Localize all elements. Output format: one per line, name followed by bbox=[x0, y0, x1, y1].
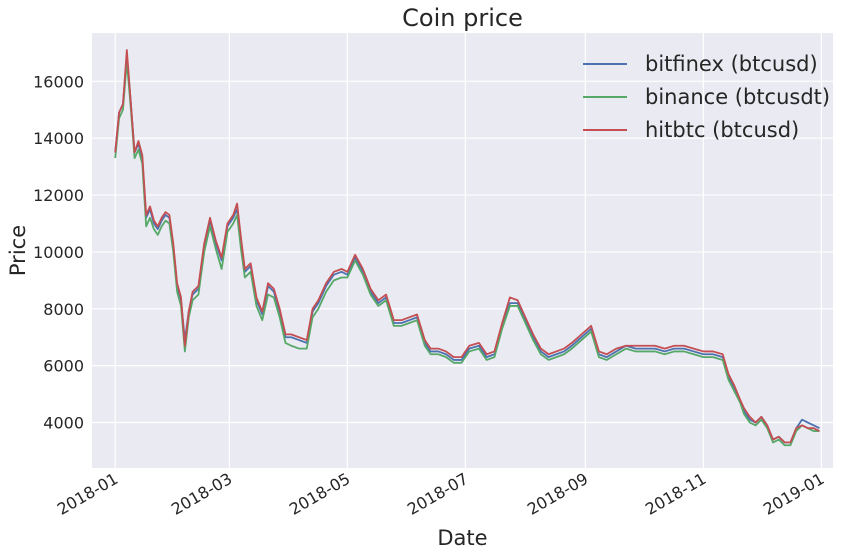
x-tick-label: 2019-01 bbox=[760, 469, 827, 519]
y-tick-label: 16000 bbox=[33, 72, 84, 91]
x-tick-label: 2018-05 bbox=[286, 469, 353, 519]
series-line-2 bbox=[114, 60, 820, 447]
legend-label: bitfinex (btcusd) bbox=[645, 52, 818, 76]
x-axis-label: Date bbox=[437, 526, 487, 550]
x-tick-label: 2018-09 bbox=[524, 469, 591, 519]
chart-title: Coin price bbox=[402, 4, 523, 32]
y-tick-label: 8000 bbox=[43, 300, 84, 319]
x-axis: 2018-01 2018-03 2018-05 2018-07 2018-09 2018-… bbox=[54, 469, 828, 519]
y-tick-label: 4000 bbox=[43, 414, 84, 433]
x-tick-label: 2018-01 bbox=[54, 469, 121, 519]
x-tick-label: 2018-03 bbox=[168, 469, 235, 519]
y-axis: 4000 6000 8000 10000 12000 14000 16000 bbox=[33, 72, 84, 432]
y-tick-label: 10000 bbox=[33, 243, 84, 262]
legend: bitfinex (btcusd) binance (btcusdt) hitbtc… bbox=[583, 52, 830, 142]
grid bbox=[92, 33, 833, 468]
series-layer bbox=[114, 49, 820, 447]
x-tick-label: 2018-07 bbox=[404, 469, 471, 519]
y-tick-label: 12000 bbox=[33, 186, 84, 205]
y-axis-label: Price bbox=[6, 225, 30, 276]
y-tick-label: 6000 bbox=[43, 357, 84, 376]
legend-label: hitbtc (btcusd) bbox=[645, 118, 799, 142]
legend-label: binance (btcusdt) bbox=[645, 85, 830, 109]
y-tick-label: 14000 bbox=[33, 129, 84, 148]
x-tick-label: 2018-11 bbox=[642, 469, 709, 519]
series-line-3 bbox=[114, 49, 820, 444]
